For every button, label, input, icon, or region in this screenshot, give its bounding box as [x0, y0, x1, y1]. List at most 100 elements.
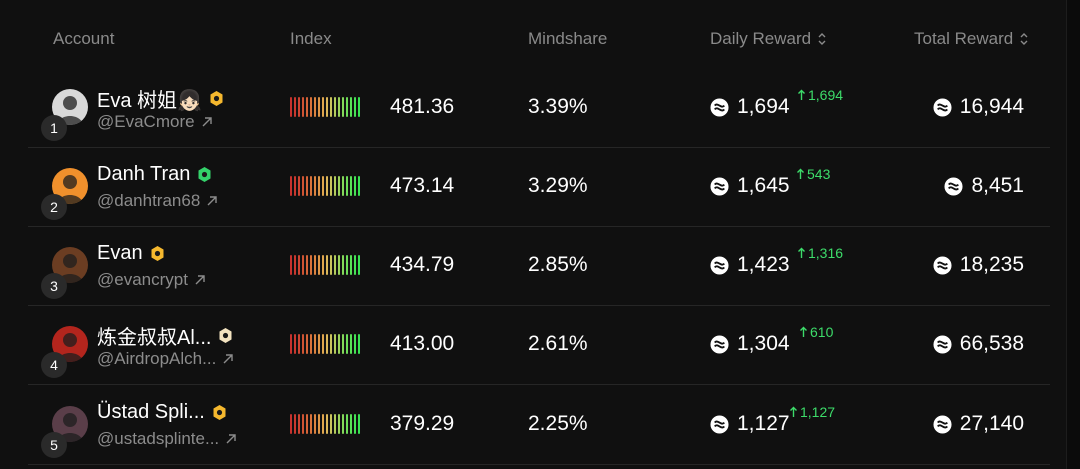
rank-badge: 1: [41, 115, 67, 141]
sort-icon[interactable]: [817, 32, 827, 46]
table-row[interactable]: 4 炼金叔叔Al... @AirdropAlch... 413.00 2.61%…: [28, 305, 1050, 385]
account-name[interactable]: Danh Tran: [97, 163, 212, 186]
total-reward: 27,140: [933, 412, 1024, 436]
rank-badge: 4: [41, 352, 67, 378]
column-total-reward[interactable]: Total Reward: [914, 29, 1029, 49]
index-bar-segment: [314, 176, 316, 196]
avatar[interactable]: [52, 168, 88, 204]
index-bar-segment: [294, 414, 296, 434]
account-name[interactable]: Üstad Spli...: [97, 401, 227, 424]
account-name-label[interactable]: Eva 树姐👧🏻: [97, 90, 202, 112]
index-bar-segment: [338, 334, 340, 354]
verified-badge-icon: [219, 328, 232, 343]
index-bar-meter: [290, 97, 360, 117]
index-bar-segment: [334, 334, 336, 354]
account-name-label[interactable]: Üstad Spli...: [97, 401, 205, 423]
token-coin-icon: [933, 255, 952, 275]
index-bar-segment: [310, 97, 312, 117]
index-bar-segment: [330, 334, 332, 354]
account-handle[interactable]: @evancrypt: [97, 270, 206, 290]
table-header: Account Index Mindshare Daily Reward Tot…: [0, 0, 1066, 78]
index-bar-segment: [358, 334, 360, 354]
account-handle[interactable]: @AirdropAlch...: [97, 349, 234, 369]
daily-reward: 1,645: [710, 174, 790, 198]
account-handle-label[interactable]: @AirdropAlch...: [97, 349, 217, 368]
verified-badge-icon: [198, 167, 211, 182]
external-link-icon[interactable]: [206, 195, 218, 207]
arrow-up-icon: [798, 89, 805, 100]
index-bar-segment: [314, 414, 316, 434]
daily-reward-delta: 610: [799, 324, 833, 340]
daily-reward: 1,694: [710, 95, 790, 119]
index-bar-segment: [290, 176, 292, 196]
index-bar-segment: [318, 97, 320, 117]
index-bar-segment: [318, 334, 320, 354]
total-reward-value: 66,538: [959, 332, 1024, 355]
index-bar-segment: [298, 97, 300, 117]
column-account: Account: [53, 29, 115, 48]
index-bar-segment: [330, 255, 332, 275]
index-value: 413.00: [390, 332, 455, 355]
account-name-label[interactable]: Danh Tran: [97, 163, 191, 185]
index-bar-segment: [346, 414, 348, 434]
total-reward: 66,538: [933, 332, 1024, 356]
sort-icon[interactable]: [1019, 32, 1029, 46]
table-row[interactable]: 2 Danh Tran @danhtran68 473.14 3.29% 1,6…: [28, 147, 1050, 227]
index-bar-segment: [326, 255, 328, 275]
account-handle[interactable]: @danhtran68: [97, 191, 218, 211]
index-bar-segment: [294, 255, 296, 275]
rank-badge: 2: [41, 194, 67, 220]
external-link-icon[interactable]: [225, 433, 237, 445]
table-row[interactable]: 1 Eva 树姐👧🏻 @EvaCmore 481.36 3.39% 1,694: [28, 68, 1050, 148]
index-bar-segment: [350, 255, 352, 275]
external-link-icon[interactable]: [201, 116, 213, 128]
daily-reward: 1,304: [710, 332, 790, 356]
index-bar-segment: [322, 97, 324, 117]
account-name-label[interactable]: 炼金叔叔Al...: [97, 327, 212, 349]
index-bar-segment: [342, 255, 344, 275]
daily-reward-delta: 543: [796, 166, 830, 182]
index-bar-segment: [322, 255, 324, 275]
token-coin-icon: [944, 176, 963, 196]
index-bar-segment: [350, 176, 352, 196]
index-bar-segment: [338, 97, 340, 117]
column-daily-reward[interactable]: Daily Reward: [710, 29, 827, 49]
account-handle-label[interactable]: @ustadsplinte...: [97, 429, 220, 448]
index-bar-segment: [354, 334, 356, 354]
account-name[interactable]: Eva 树姐👧🏻: [97, 84, 224, 113]
daily-reward: 1,423: [710, 253, 790, 277]
token-coin-icon: [710, 334, 729, 354]
account-handle[interactable]: @EvaCmore: [97, 112, 213, 132]
external-link-icon[interactable]: [222, 353, 234, 365]
verified-badge-icon: [151, 246, 164, 261]
account-name[interactable]: Evan: [97, 242, 165, 265]
index-bar-segment: [318, 414, 320, 434]
token-coin-icon: [710, 176, 729, 196]
external-link-icon[interactable]: [194, 274, 206, 286]
index-bar-segment: [314, 255, 316, 275]
index-bar-segment: [330, 176, 332, 196]
index-bar-segment: [314, 97, 316, 117]
account-name[interactable]: 炼金叔叔Al...: [97, 321, 233, 350]
daily-reward-delta-value: 1,127: [800, 404, 836, 420]
index-bar-segment: [306, 97, 308, 117]
arrow-up-icon: [797, 168, 804, 179]
account-handle-label[interactable]: @EvaCmore: [97, 112, 195, 131]
account-name-label[interactable]: Evan: [97, 242, 143, 264]
total-reward-value: 27,140: [959, 412, 1024, 435]
index-bar-segment: [302, 97, 304, 117]
account-handle[interactable]: @ustadsplinte...: [97, 429, 237, 449]
index-bar-segment: [302, 334, 304, 354]
table-row[interactable]: 5 Üstad Spli... @ustadsplinte... 379.29 …: [28, 385, 1050, 465]
index-bar-segment: [338, 414, 340, 434]
index-value: 434.79: [390, 253, 455, 276]
daily-reward-delta: 1,127: [789, 404, 835, 420]
account-handle-label[interactable]: @evancrypt: [97, 270, 188, 289]
mindshare-value: 2.85%: [528, 253, 588, 276]
index-bar-segment: [338, 176, 340, 196]
index-bar-segment: [354, 176, 356, 196]
rank-badge: 5: [41, 432, 67, 458]
index-bar-meter: [290, 334, 360, 354]
table-row[interactable]: 3 Evan @evancrypt 434.79 2.85% 1,423: [28, 226, 1050, 306]
account-handle-label[interactable]: @danhtran68: [97, 191, 201, 210]
